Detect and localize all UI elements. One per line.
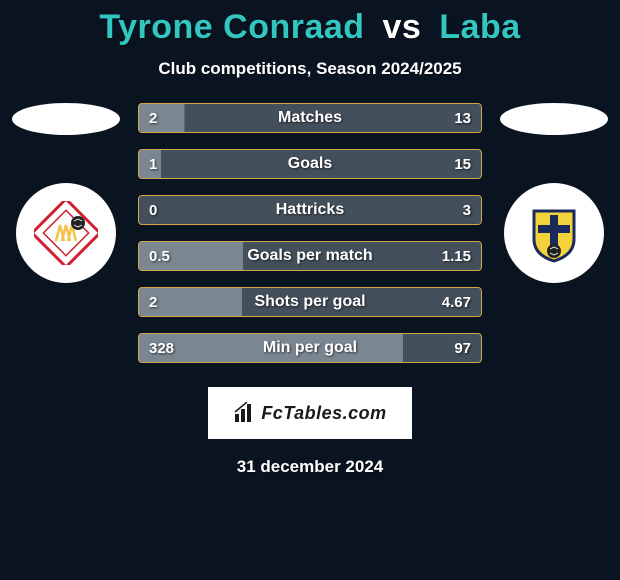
branding-chart-icon <box>233 402 255 424</box>
stat-bar: Goals1 15 <box>138 149 482 179</box>
stat-bar-left-value: 2 <box>149 288 157 316</box>
branding-badge: FcTables.com <box>208 387 412 439</box>
stat-bar: Shots per goal2 4.67 <box>138 287 482 317</box>
stat-bar-left-value: 2 <box>149 104 157 132</box>
stat-bar-label: Goals per match <box>139 242 481 270</box>
player1-photo-placeholder <box>12 103 120 135</box>
stat-bar-left-value: 328 <box>149 334 174 362</box>
stat-bar: Matches2 13 <box>138 103 482 133</box>
player2-club-crest <box>504 183 604 283</box>
stat-bar-label: Min per goal <box>139 334 481 362</box>
stat-bar-label: Hattricks <box>139 196 481 224</box>
player2-name: Laba <box>439 8 520 46</box>
stat-bar: Min per goal328 97 <box>138 333 482 363</box>
stat-bar-right-value: 97 <box>454 334 471 362</box>
stat-bar-right-value: 3 <box>463 196 471 224</box>
date-text: 31 december 2024 <box>0 457 620 477</box>
main-layout: Matches213Goals115Hattricks03Goals per m… <box>0 103 620 379</box>
player1-name: Tyrone Conraad <box>99 8 364 46</box>
stat-bar-left-value: 0 <box>149 196 157 224</box>
stat-bar-right-value: 15 <box>454 150 471 178</box>
stat-bars: Matches213Goals115Hattricks03Goals per m… <box>126 103 494 379</box>
subtitle: Club competitions, Season 2024/2025 <box>0 59 620 79</box>
stat-bar-right-value: 4.67 <box>442 288 471 316</box>
right-column <box>494 103 614 283</box>
stat-bar-label: Matches <box>139 104 481 132</box>
player2-photo-placeholder <box>500 103 608 135</box>
stat-bar-left-value: 0.5 <box>149 242 170 270</box>
stat-bar-label: Shots per goal <box>139 288 481 316</box>
branding-text: FcTables.com <box>261 403 386 424</box>
stat-bar: Hattricks0 3 <box>138 195 482 225</box>
stat-bar-left-value: 1 <box>149 150 157 178</box>
stat-bar: Goals per match0.5 1.15 <box>138 241 482 271</box>
crest-right-icon <box>522 201 586 265</box>
stat-bar-right-value: 13 <box>454 104 471 132</box>
player1-club-crest <box>16 183 116 283</box>
left-column <box>6 103 126 283</box>
stat-bar-label: Goals <box>139 150 481 178</box>
comparison-title: Tyrone Conraad vs Laba <box>0 0 620 47</box>
crest-left-icon <box>34 201 98 265</box>
stat-bar-right-value: 1.15 <box>442 242 471 270</box>
title-vs: vs <box>383 8 422 46</box>
